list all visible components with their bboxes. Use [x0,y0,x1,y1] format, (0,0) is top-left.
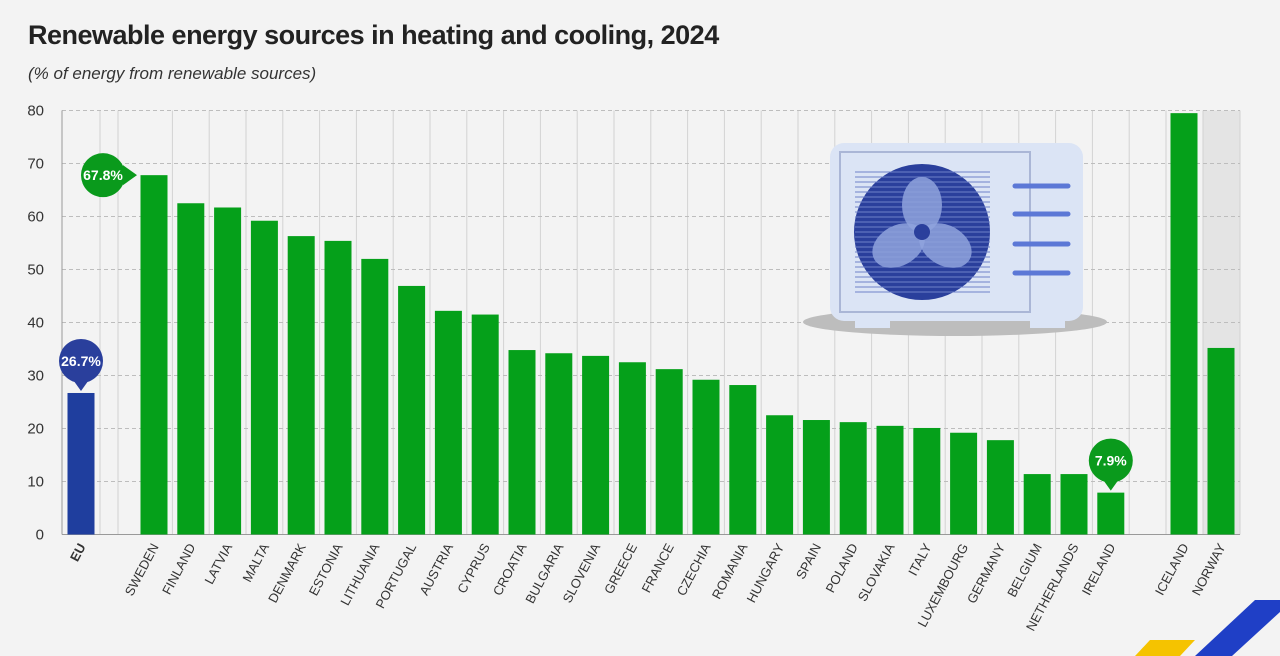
bar-greece [618,362,646,535]
callout-label: 26.7% [61,353,101,369]
value-callout [1088,438,1133,483]
bar-malta [250,220,278,535]
bar-france [655,369,683,535]
x-tick-label: SLOVAKIA [855,541,898,604]
x-tick-label: LATVIA [201,541,235,587]
bar-lithuania [361,258,389,535]
x-tick-label: SLOVENIA [559,541,603,606]
x-tick-label: SWEDEN [122,541,162,598]
x-tick-label: ROMANIA [709,541,751,602]
x-tick-label: EU [67,541,89,564]
bar-iceland [1170,113,1198,535]
x-tick-label: ESTONIA [306,541,346,599]
chart-subtitle: (% of energy from renewable sources) [28,64,317,83]
x-tick-label: BELGIUM [1004,541,1045,600]
bar-italy [913,427,941,535]
bar-hungary [766,415,794,535]
bar-germany [986,440,1014,535]
x-tick-label: NORWAY [1189,541,1229,598]
bar-ireland [1097,492,1125,535]
bar-spain [802,420,830,535]
bar-poland [839,422,867,535]
y-tick-label: 10 [27,474,44,491]
y-tick-label: 20 [27,421,44,438]
x-tick-label: GREECE [601,541,640,597]
callout-label: 67.8% [83,167,123,183]
y-tick-label: 50 [27,262,44,279]
value-callout [59,338,103,383]
bar-romania [729,385,757,535]
bar-latvia [214,207,242,535]
x-tick-label: ICELAND [1152,541,1192,598]
bar-slovakia [876,425,904,535]
bar-czechia [692,379,720,535]
bar-austria [434,310,462,535]
bar-bulgaria [545,353,573,535]
x-tick-label: POLAND [823,541,861,595]
x-tick-label: HUNGARY [744,541,788,606]
bar-netherlands [1060,474,1088,535]
x-tick-label: CYPRUS [454,541,493,596]
x-tick-label: FINLAND [159,541,198,597]
bar-estonia [324,240,352,535]
bar-denmark [287,236,315,535]
bar-portugal [398,285,426,535]
bar-cyprus [471,314,499,535]
y-tick-label: 60 [27,209,44,226]
bar-croatia [508,350,536,535]
heat-pump-illustration [803,143,1107,336]
y-tick-label: 0 [36,527,44,544]
bar-sweden [140,175,168,535]
bar-eu [67,392,95,535]
x-tick-label: MALTA [239,541,272,585]
callout-label: 7.9% [1095,453,1127,469]
x-tick-label: IRELAND [1079,541,1119,598]
x-tick-label: GERMANY [964,541,1008,606]
bar-slovenia [582,355,610,535]
x-tick-label: SPAIN [793,541,824,582]
x-tick-label: AUSTRIA [416,541,456,598]
bar-luxembourg [950,432,978,535]
x-tick-label: CROATIA [490,541,530,598]
callout-pointer [123,165,137,186]
eurostat-logo [1135,600,1280,656]
x-tick-label: ITALY [905,541,934,579]
value-callout [81,153,125,198]
x-tick-label: FRANCE [639,541,677,596]
bar-finland [177,203,205,535]
x-tick-label: CZECHIA [674,541,714,599]
bar-norway [1207,347,1235,535]
y-tick-label: 70 [27,156,44,173]
y-tick-label: 80 [27,103,44,120]
y-tick-label: 30 [27,368,44,385]
bar-belgium [1023,474,1051,535]
chart-title: Renewable energy sources in heating and … [28,20,719,50]
y-tick-label: 40 [27,315,44,332]
x-tick-label: DENMARK [265,541,309,606]
